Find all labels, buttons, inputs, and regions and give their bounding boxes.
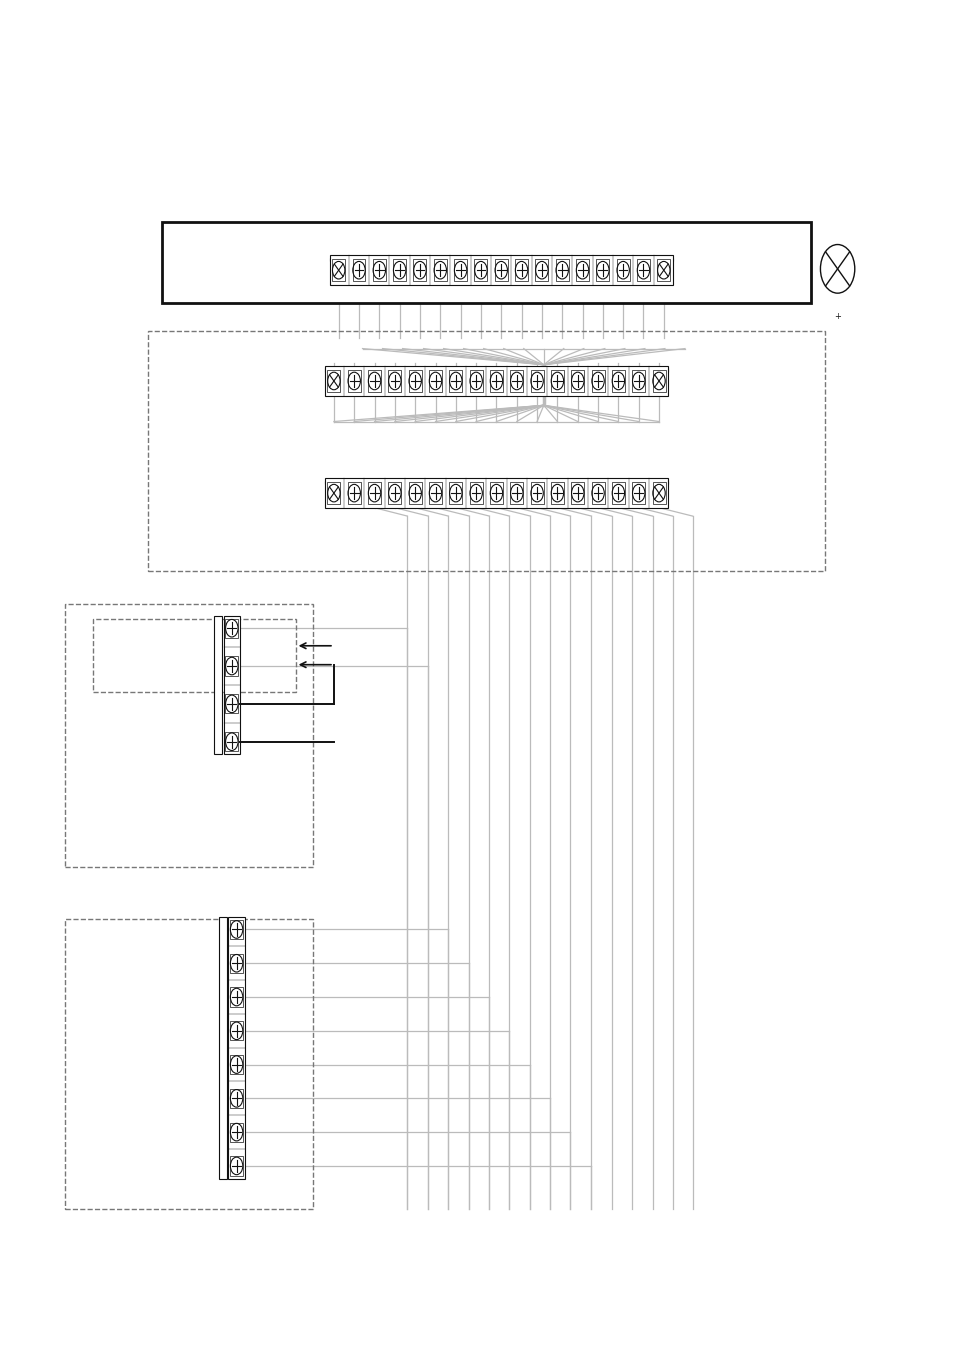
Bar bbox=[454, 259, 467, 281]
Bar bbox=[324, 366, 667, 396]
Bar bbox=[510, 370, 522, 392]
Bar bbox=[637, 259, 649, 281]
Bar bbox=[434, 259, 446, 281]
Bar bbox=[632, 482, 644, 504]
Bar bbox=[225, 657, 238, 676]
Bar bbox=[393, 259, 406, 281]
Bar bbox=[652, 370, 665, 392]
Bar bbox=[218, 917, 226, 1178]
Bar bbox=[576, 259, 588, 281]
Bar bbox=[225, 619, 238, 638]
Bar bbox=[230, 1021, 243, 1040]
Bar bbox=[225, 732, 238, 751]
Bar bbox=[611, 482, 624, 504]
Bar bbox=[490, 482, 502, 504]
Bar bbox=[229, 917, 244, 1178]
Bar bbox=[324, 481, 667, 484]
Bar bbox=[490, 370, 502, 392]
Bar bbox=[510, 482, 522, 504]
Bar bbox=[352, 259, 365, 281]
Bar bbox=[373, 259, 385, 281]
Bar bbox=[230, 920, 243, 939]
Bar bbox=[368, 370, 380, 392]
Bar bbox=[230, 1055, 243, 1074]
Bar bbox=[469, 482, 482, 504]
Bar bbox=[596, 259, 609, 281]
Bar bbox=[616, 259, 629, 281]
Bar bbox=[474, 259, 487, 281]
Bar bbox=[611, 370, 624, 392]
Bar bbox=[429, 370, 441, 392]
Bar bbox=[329, 258, 672, 261]
Bar bbox=[148, 331, 824, 571]
Bar bbox=[230, 988, 243, 1006]
Bar bbox=[571, 370, 583, 392]
Bar bbox=[571, 482, 583, 504]
Bar bbox=[551, 482, 563, 504]
Bar bbox=[223, 616, 240, 754]
Bar bbox=[324, 478, 667, 508]
Bar bbox=[632, 370, 644, 392]
Bar bbox=[449, 370, 462, 392]
Bar bbox=[657, 259, 670, 281]
Bar bbox=[162, 222, 810, 303]
Bar bbox=[329, 255, 672, 285]
Bar bbox=[530, 370, 543, 392]
Bar bbox=[408, 370, 421, 392]
Bar bbox=[225, 694, 238, 713]
Bar bbox=[230, 1123, 243, 1142]
Bar bbox=[347, 482, 360, 504]
Bar bbox=[591, 370, 604, 392]
Bar bbox=[408, 482, 421, 504]
Bar bbox=[469, 370, 482, 392]
Bar bbox=[429, 482, 441, 504]
Bar bbox=[388, 370, 401, 392]
Bar bbox=[230, 954, 243, 973]
Bar bbox=[555, 259, 568, 281]
Bar bbox=[347, 370, 360, 392]
Bar bbox=[327, 370, 340, 392]
Bar bbox=[388, 482, 401, 504]
Bar bbox=[65, 604, 313, 867]
Bar bbox=[591, 482, 604, 504]
Bar bbox=[230, 1156, 243, 1175]
Text: +: + bbox=[833, 312, 841, 322]
Bar bbox=[535, 259, 548, 281]
Bar bbox=[495, 259, 507, 281]
Bar bbox=[213, 616, 221, 754]
Bar bbox=[368, 482, 380, 504]
Bar bbox=[65, 919, 313, 1209]
Bar bbox=[449, 482, 462, 504]
Bar bbox=[327, 482, 340, 504]
Bar bbox=[93, 619, 295, 692]
Bar bbox=[230, 1089, 243, 1108]
Bar bbox=[413, 259, 426, 281]
Bar bbox=[515, 259, 527, 281]
Bar bbox=[551, 370, 563, 392]
Bar bbox=[530, 482, 543, 504]
Bar bbox=[332, 259, 345, 281]
Bar bbox=[652, 482, 665, 504]
Bar bbox=[324, 369, 667, 372]
